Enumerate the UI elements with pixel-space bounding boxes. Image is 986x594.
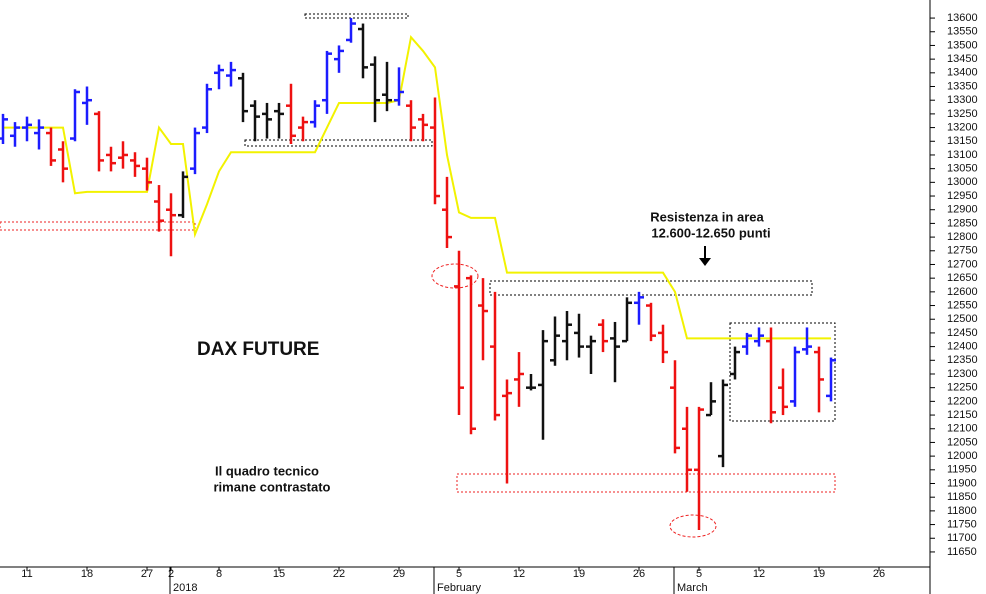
y-tick-label: 12200 (947, 395, 978, 407)
x-tick-label: 11 (21, 568, 32, 580)
x-tick-label: 8 (216, 568, 222, 580)
y-tick-label: 13300 (947, 94, 978, 106)
y-tick-label: 12450 (947, 327, 978, 339)
annotation-shapes (0, 13, 836, 538)
month-label: 2018 (173, 582, 197, 594)
y-tick-label: 11800 (947, 505, 977, 517)
month-label: February (437, 582, 482, 594)
annotation: rimane contrastato (213, 479, 330, 494)
y-tick-label: 12950 (947, 190, 978, 202)
y-tick-label: 12300 (947, 368, 978, 380)
y-tick-label: 12650 (947, 272, 978, 284)
y-tick-label: 12050 (947, 436, 978, 448)
arrow-head (699, 258, 711, 266)
x-tick-label: 12 (513, 568, 525, 580)
y-tick-label: 12800 (947, 231, 978, 243)
x-tick-label: 22 (333, 568, 345, 580)
y-tick-label: 12350 (947, 354, 978, 366)
x-tick-label: 5 (696, 568, 702, 580)
y-tick-label: 12750 (947, 245, 978, 257)
y-tick-label: 11700 (947, 532, 977, 544)
y-tick-label: 13200 (947, 121, 978, 133)
indicator-line (3, 35, 831, 340)
x-tick-label: 19 (813, 568, 825, 580)
y-tick-label: 11950 (947, 464, 977, 476)
dashed-ellipse (431, 263, 479, 289)
y-tick-label: 13500 (947, 39, 978, 51)
x-tick-label: 2 (168, 568, 174, 580)
dashed-box (304, 13, 409, 19)
y-tick-label: 12000 (947, 450, 978, 462)
dashed-box (244, 139, 433, 147)
plot-area (0, 18, 836, 531)
y-tick-label: 12700 (947, 258, 978, 270)
x-tick-label: 15 (273, 568, 285, 580)
dashed-box (456, 473, 836, 493)
y-tick-label: 12150 (947, 409, 978, 421)
y-tick-label: 13150 (947, 135, 978, 147)
y-tick-label: 12250 (947, 382, 978, 394)
y-tick-label: 13000 (947, 176, 978, 188)
y-tick-label: 11650 (947, 546, 977, 558)
x-tick-label: 26 (633, 568, 645, 580)
y-tick-label: 12500 (947, 313, 978, 325)
dashed-ellipse (669, 514, 717, 538)
y-tick-label: 12400 (947, 341, 978, 353)
annotation: 12.600-12.650 punti (651, 225, 770, 240)
x-tick-label: 19 (573, 568, 585, 580)
dashed-box (0, 221, 196, 231)
y-tick-label: 12600 (947, 286, 978, 298)
y-tick-label: 13450 (947, 53, 978, 65)
x-tick-label: 27 (141, 568, 153, 580)
y-tick-label: 13550 (947, 26, 978, 38)
x-tick-label: 5 (456, 568, 462, 580)
y-tick-label: 12550 (947, 299, 978, 311)
y-tick-label: 13250 (947, 108, 978, 120)
annotation: Resistenza in area (650, 209, 764, 224)
y-tick-label: 11750 (947, 518, 977, 530)
y-tick-label: 12900 (947, 204, 978, 216)
x-tick-label: 18 (81, 568, 93, 580)
dashed-box (489, 280, 813, 296)
y-tick-label: 11900 (947, 477, 977, 489)
y-tick-label: 11850 (947, 491, 977, 503)
x-tick-label: 26 (873, 568, 885, 580)
chart-title: DAX FUTURE (197, 339, 319, 360)
annotation: Il quadro tecnico (215, 463, 319, 478)
y-tick-label: 12850 (947, 217, 978, 229)
y-tick-label: 13100 (947, 149, 978, 161)
x-tick-label: 29 (393, 568, 405, 580)
dashed-box (729, 322, 836, 422)
y-tick-label: 13350 (947, 80, 978, 92)
x-tick-label: 12 (753, 568, 765, 580)
y-tick-label: 13050 (947, 163, 978, 175)
y-tick-label: 12100 (947, 423, 978, 435)
month-label: March (677, 582, 708, 594)
y-tick-label: 13600 (947, 12, 978, 24)
y-tick-label: 13400 (947, 67, 978, 79)
